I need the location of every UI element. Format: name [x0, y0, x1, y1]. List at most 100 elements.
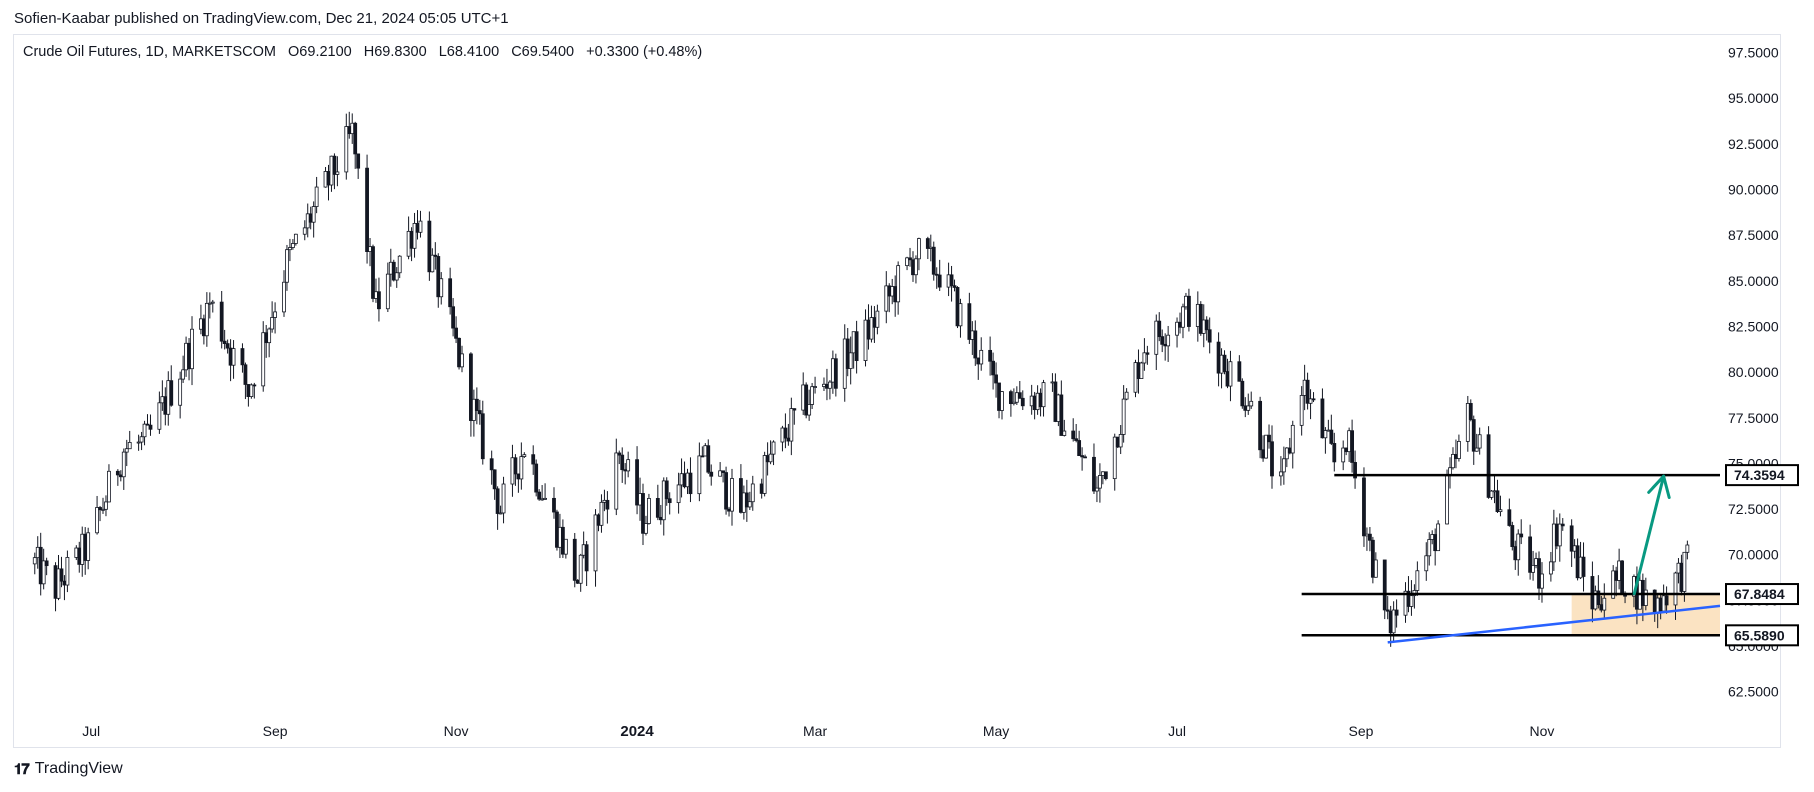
candle: [1053, 373, 1058, 423]
candle: [59, 556, 64, 588]
candle: [937, 259, 942, 291]
candle: [949, 265, 954, 302]
candle: [697, 442, 702, 502]
candle: [1240, 378, 1245, 409]
candle: [139, 431, 144, 451]
candle: [1059, 380, 1064, 436]
candle: [596, 513, 601, 532]
candle: [1433, 528, 1438, 566]
candle: [988, 336, 993, 376]
candle: [115, 469, 120, 486]
candle: [368, 238, 372, 267]
candle: [851, 331, 856, 369]
price-level-badge[interactable]: 65.5890: [1725, 624, 1799, 647]
candle: [1103, 471, 1108, 481]
candle: [460, 345, 464, 373]
legend-symbol: Crude Oil Futures, 1D, MARKETSCOM: [23, 44, 276, 60]
candle: [44, 557, 49, 576]
price-level-badge[interactable]: 67.8484: [1725, 583, 1799, 606]
candle: [356, 153, 361, 179]
candle: [267, 327, 272, 358]
candle: [1308, 389, 1313, 420]
price-tick-label: 87.5000: [1728, 227, 1779, 243]
price-level-badge[interactable]: 74.3594: [1725, 464, 1799, 487]
candle: [928, 234, 933, 262]
candle: [552, 487, 556, 519]
candle: [1661, 584, 1666, 613]
candles-layer: [32, 111, 1690, 647]
candle: [436, 253, 441, 308]
candle: [469, 352, 473, 437]
candle: [1329, 414, 1334, 446]
candle: [495, 486, 500, 530]
candle: [1388, 605, 1393, 647]
candle: [655, 484, 660, 521]
time-tick-label: Nov: [444, 723, 469, 739]
trendline[interactable]: [1387, 604, 1721, 644]
candle: [86, 527, 91, 570]
candle: [872, 306, 877, 343]
candle: [724, 466, 728, 515]
candle: [1531, 550, 1535, 581]
candle: [614, 438, 619, 516]
candle: [1341, 440, 1346, 471]
candle: [474, 387, 479, 425]
candle: [264, 324, 269, 358]
candle: [240, 343, 245, 373]
candle: [1204, 316, 1209, 341]
candle: [199, 304, 203, 335]
candle: [1154, 314, 1159, 370]
candle: [1163, 333, 1168, 361]
candle: [1175, 317, 1179, 348]
candle: [121, 448, 126, 490]
candle: [786, 423, 791, 446]
candle: [184, 336, 188, 377]
candle: [1095, 476, 1099, 503]
candle: [41, 548, 46, 590]
candle: [685, 468, 690, 495]
candle: [1685, 540, 1690, 560]
time-tick-label: Sep: [1349, 723, 1374, 739]
candle: [391, 259, 396, 282]
candle: [727, 506, 731, 517]
candle: [1145, 345, 1150, 365]
candle: [1347, 427, 1352, 462]
candle: [1445, 469, 1449, 525]
tradingview-logo[interactable]: 𝟏𝟕 TradingView: [14, 760, 123, 778]
price-tick-label: 92.5000: [1728, 136, 1779, 152]
candle: [332, 153, 337, 190]
candle: [1468, 399, 1473, 422]
candle: [747, 491, 752, 510]
candle: [925, 236, 930, 260]
tradingview-brand: TradingView: [34, 760, 123, 777]
candle: [661, 477, 666, 536]
candle: [1290, 420, 1295, 469]
candle: [1569, 519, 1574, 567]
candle: [744, 479, 749, 522]
candle: [842, 324, 847, 402]
candle: [771, 440, 776, 466]
candle: [741, 485, 746, 520]
price-axis[interactable]: 97.5000 95.0000 92.5000 90.0000 87.5000 85.00…: [1725, 44, 1799, 700]
candle: [415, 210, 420, 240]
projection-arrow[interactable]: [1632, 474, 1671, 596]
candle: [1071, 418, 1076, 442]
candle: [136, 434, 141, 451]
candle: [783, 413, 788, 449]
legend-change: +0.3300 (+0.48%): [586, 44, 703, 60]
candle: [388, 248, 393, 287]
candle: [537, 489, 542, 501]
candle: [848, 336, 853, 385]
candle: [371, 244, 375, 303]
candle: [792, 408, 797, 425]
candle: [1136, 349, 1141, 394]
candle: [581, 531, 586, 559]
time-axis[interactable]: Jul Sep Nov 2024 Mar May Jul Sep Nov: [82, 723, 1554, 740]
candle: [822, 377, 826, 392]
candle: [187, 338, 191, 381]
candle: [326, 164, 331, 201]
candle: [1225, 358, 1230, 389]
legend-close: C69.5400: [511, 44, 575, 60]
candle: [1287, 437, 1292, 455]
